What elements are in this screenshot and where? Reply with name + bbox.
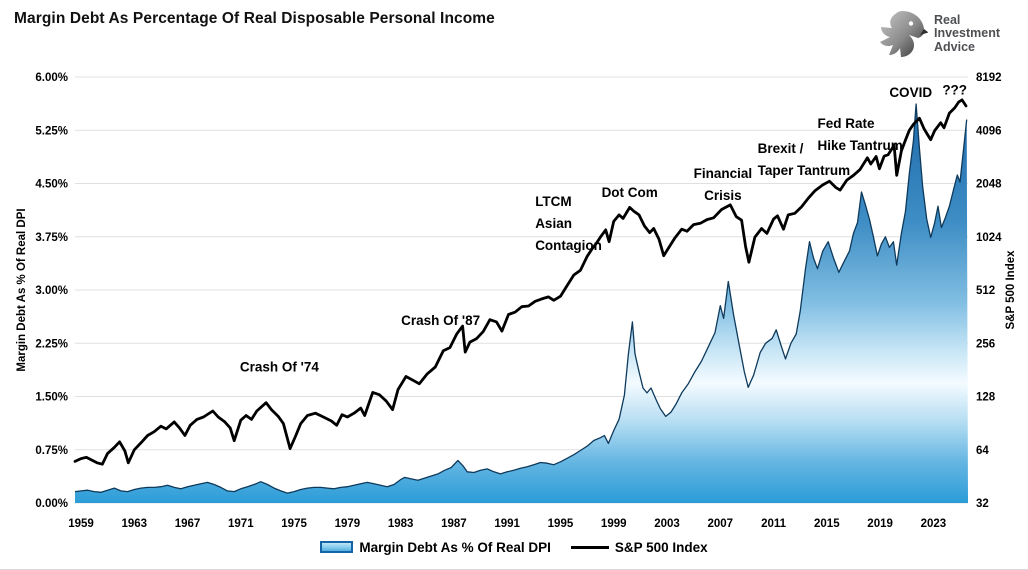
- chart-legend: Margin Debt As % Of Real DPI S&P 500 Ind…: [0, 536, 1028, 558]
- x-axis-tick-label: 1995: [548, 518, 574, 530]
- left-axis-tick-label: 6.00%: [35, 72, 68, 84]
- legend-item-sp500: S&P 500 Index: [570, 539, 708, 555]
- sp500-line: [73, 98, 968, 466]
- chart-title: Margin Debt As Percentage Of Real Dispos…: [14, 10, 495, 27]
- left-axis-tick-label: 0.00%: [35, 498, 68, 510]
- left-axis-tick-label: 0.75%: [35, 445, 68, 457]
- x-axis-tick-label: 2011: [761, 518, 787, 530]
- x-axis-tick-label: 2003: [654, 518, 680, 530]
- right-axis-tick-label: 128: [976, 392, 996, 404]
- annotation-brexit-: Brexit / Taper Tantrum: [758, 141, 851, 178]
- right-axis-tick-label: 2048: [976, 179, 1002, 191]
- x-axis-tick-label: 1999: [601, 518, 627, 530]
- annotation--: ???: [942, 83, 967, 98]
- annotation-crash-of-87: Crash Of '87: [401, 313, 480, 328]
- left-axis-tick-label: 4.50%: [35, 179, 68, 191]
- left-axis-tick-label: 5.25%: [35, 125, 68, 137]
- right-axis-tick-label: 256: [976, 338, 995, 350]
- x-axis-tick-label: 2023: [921, 518, 947, 530]
- right-axis-title: S&P 500 Index: [1005, 250, 1017, 330]
- x-axis-tick-label: 1987: [441, 518, 467, 530]
- legend-sp500-label: S&P 500 Index: [614, 539, 708, 555]
- margin-debt-area-edge: [74, 103, 968, 494]
- margin-debt-area: [75, 104, 968, 503]
- right-axis-tick-label: 32: [976, 498, 989, 510]
- logo-line-3: Advice: [934, 39, 975, 54]
- right-axis-tick-label: 4096: [976, 125, 1002, 137]
- annotation-covid: COVID: [889, 85, 932, 100]
- right-axis-tick-label: 1024: [976, 232, 1002, 244]
- annotation-ltcm: LTCM Asian Contagion: [535, 194, 602, 253]
- logo-line-1: Real: [934, 12, 961, 27]
- right-axis-tick-label: 8192: [976, 72, 1002, 84]
- x-axis-tick-label: 1971: [228, 518, 254, 530]
- right-axis-tick-label: 64: [976, 445, 989, 457]
- legend-line-swatch: [570, 545, 609, 549]
- right-axis-tick-label: 512: [976, 285, 995, 297]
- x-axis-tick-label: 1967: [175, 518, 201, 530]
- left-axis-tick-label: 3.75%: [35, 232, 68, 244]
- legend-margin-label: Margin Debt As % Of Real DPI: [359, 539, 551, 555]
- left-axis-tick-label: 3.00%: [35, 285, 68, 297]
- x-axis-tick-label: 2007: [707, 518, 733, 530]
- left-axis-tick-label: 2.25%: [35, 338, 68, 350]
- ria-logo: Real Investment Advice: [876, 8, 1000, 60]
- annotation-financial: Financial Crisis: [694, 166, 753, 203]
- annotation-crash-of-74: Crash Of '74: [240, 360, 319, 375]
- legend-item-margin-debt: Margin Debt As % Of Real DPI: [320, 540, 551, 555]
- x-axis-tick-label: 1963: [121, 518, 147, 530]
- left-axis-title: Margin Debt As % Of Real DPI: [16, 208, 28, 371]
- left-axis-tick-label: 1.50%: [35, 392, 68, 404]
- logo-text: Real Investment Advice: [934, 12, 1000, 55]
- logo-line-2: Investment: [934, 26, 1000, 41]
- x-axis-tick-label: 1983: [388, 518, 414, 530]
- x-axis-tick-label: 1975: [281, 518, 307, 530]
- x-axis-tick-label: 1991: [494, 518, 520, 530]
- legend-area-swatch: [320, 541, 354, 553]
- x-axis-tick-label: 2019: [867, 518, 893, 530]
- x-axis-tick-label: 1959: [68, 518, 94, 530]
- eagle-icon: [880, 11, 928, 57]
- x-axis-tick-label: 2015: [814, 518, 840, 530]
- x-axis-tick-label: 1979: [335, 518, 361, 530]
- annotation-dot-com: Dot Com: [602, 185, 658, 200]
- annotation-fed-rate: Fed Rate Hike Tantrum: [818, 116, 903, 153]
